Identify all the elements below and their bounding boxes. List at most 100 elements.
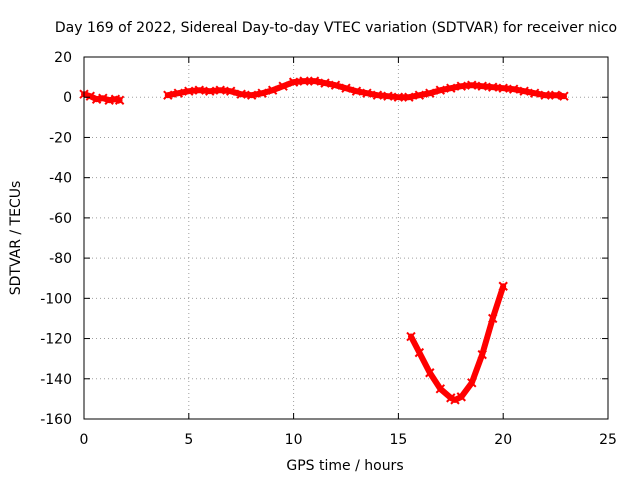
- data-point-stroke: [110, 94, 121, 104]
- y-tick-label: -140: [40, 372, 72, 388]
- data-point: [450, 395, 460, 405]
- data-point: [540, 90, 550, 100]
- data-point: [226, 86, 236, 96]
- data-point-stroke: [351, 86, 362, 96]
- data-point-stroke: [278, 81, 288, 91]
- x-tick-label: 10: [285, 432, 303, 448]
- data-point-stroke: [488, 82, 498, 92]
- data-point: [456, 81, 466, 91]
- data-point-stroke: [456, 392, 466, 402]
- y-tick-label: 20: [54, 50, 72, 66]
- data-point: [320, 78, 330, 88]
- data-point: [414, 90, 425, 100]
- data-point: [519, 86, 529, 96]
- data-point-stroke: [236, 89, 246, 99]
- y-tick-label: -120: [40, 332, 72, 348]
- data-point: [288, 77, 299, 87]
- data-point-stroke: [559, 91, 569, 101]
- data-point-stroke: [184, 86, 194, 96]
- data-point-stroke: [435, 85, 446, 95]
- data-point: [114, 95, 125, 105]
- data-point: [404, 92, 414, 102]
- x-tick-label: 5: [184, 432, 193, 448]
- data-point: [173, 88, 184, 98]
- data-point-stroke: [406, 331, 416, 342]
- data-point: [550, 90, 561, 100]
- axis-ticks: 0 5 10 15 20 25 20 0 -20 -40 -60 -80 -100 -120 -140 -16…: [40, 50, 617, 448]
- data-point: [85, 91, 95, 101]
- data-point-stroke: [414, 90, 425, 100]
- data-point: [246, 90, 257, 100]
- data-point-stroke: [215, 85, 225, 95]
- data-point: [267, 85, 278, 95]
- y-axis-label: SDTVAR / TECUs: [8, 181, 24, 296]
- data-point-stroke: [330, 80, 341, 90]
- data-point: [477, 81, 487, 91]
- data-point-stroke: [529, 88, 540, 98]
- data-point-stroke: [477, 349, 487, 360]
- data-point: [362, 88, 372, 98]
- data-point: [372, 90, 383, 100]
- data-point-stroke: [320, 78, 330, 88]
- x-tick-label: 0: [80, 432, 89, 448]
- data-point-stroke: [372, 90, 383, 100]
- data-points: [79, 76, 569, 405]
- data-point: [257, 88, 267, 98]
- y-tick-label: -40: [49, 171, 72, 187]
- data-point-stroke: [446, 393, 456, 403]
- data-point: [477, 349, 487, 360]
- data-point-stroke: [91, 94, 102, 104]
- data-point: [488, 313, 498, 324]
- series-line-segment-3: [408, 283, 507, 403]
- data-point: [351, 86, 362, 96]
- data-point-stroke: [425, 368, 435, 378]
- data-point-stroke: [508, 84, 519, 94]
- data-point-stroke: [288, 77, 299, 87]
- data-point-stroke: [226, 86, 236, 96]
- data-point-stroke: [299, 76, 309, 86]
- y-tick-label: -100: [40, 291, 72, 307]
- y-tick-label: -20: [49, 130, 72, 146]
- data-point-stroke: [498, 281, 508, 291]
- data-point: [446, 83, 456, 93]
- data-point: [498, 83, 508, 93]
- x-tick-label: 15: [389, 432, 407, 448]
- data-point-stroke: [393, 92, 404, 102]
- data-point-stroke: [435, 384, 446, 394]
- data-point: [215, 85, 225, 95]
- x-tick-label: 25: [599, 432, 617, 448]
- y-tick-label: -80: [49, 251, 72, 267]
- data-point: [330, 80, 341, 90]
- data-point: [498, 281, 508, 291]
- data-point-stroke: [98, 93, 108, 103]
- grid-lines: [84, 57, 608, 419]
- data-point-stroke: [114, 95, 125, 105]
- data-point: [194, 85, 204, 95]
- chart-title: Day 169 of 2022, Sidereal Day-to-day VTE…: [55, 20, 617, 36]
- data-point: [205, 86, 215, 96]
- data-point: [299, 76, 309, 86]
- data-point-stroke: [467, 80, 477, 90]
- data-point-stroke: [488, 313, 498, 324]
- data-point-stroke: [477, 81, 487, 91]
- data-point-stroke: [467, 378, 477, 388]
- data-point: [309, 76, 320, 86]
- data-point-stroke: [309, 76, 320, 86]
- y-tick-label: 0: [63, 90, 72, 106]
- data-point: [508, 84, 519, 94]
- x-axis-label: GPS time / hours: [286, 458, 403, 474]
- data-point: [456, 392, 466, 402]
- data-point-stroke: [85, 91, 95, 101]
- data-point-stroke: [163, 90, 173, 100]
- plot-frame: [83, 56, 609, 420]
- data-point: [383, 91, 393, 101]
- data-point: [467, 80, 477, 90]
- y-tick-label: -160: [40, 412, 72, 428]
- data-point: [406, 331, 416, 342]
- data-point: [163, 90, 173, 100]
- x-tick-label: 20: [494, 432, 512, 448]
- data-point-stroke: [519, 86, 529, 96]
- data-point: [529, 88, 540, 98]
- data-point: [278, 81, 288, 91]
